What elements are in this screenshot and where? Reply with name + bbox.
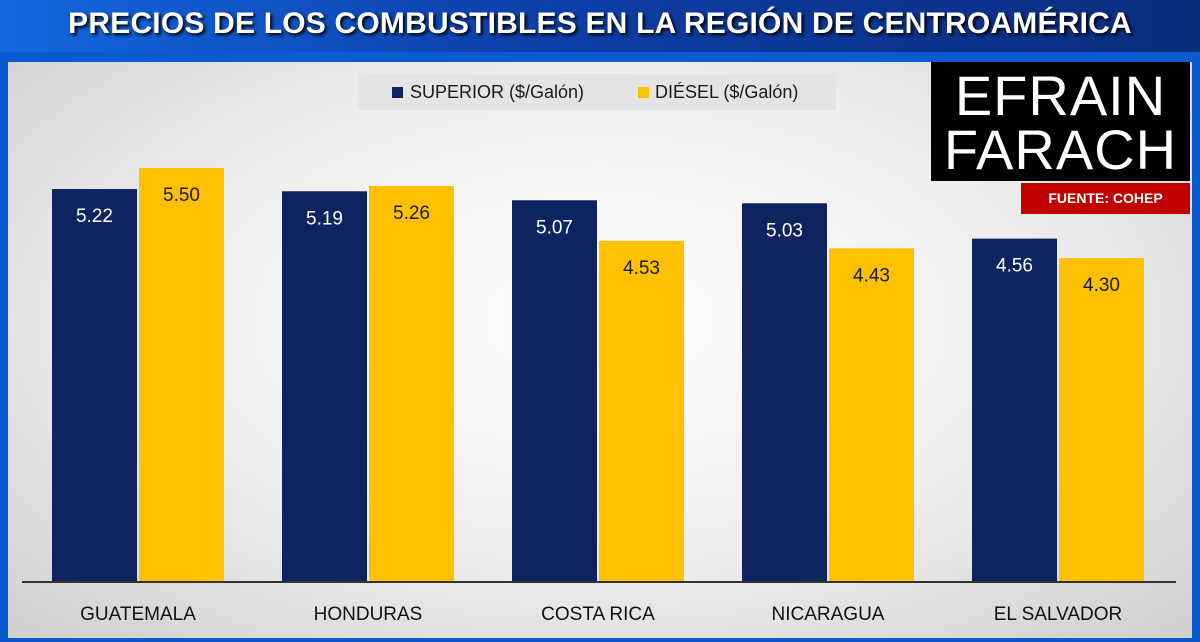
category-label-3: NICARAGUA [772,604,885,625]
bar-diesel-1 [369,186,454,581]
data-label-diesel-0: 5.50 [163,185,200,206]
category-label-4: EL SALVADOR [994,604,1122,625]
title-band [0,0,1200,52]
category-label-0: GUATEMALA [80,604,196,625]
legend-swatch-diesel [638,87,649,98]
source-badge: FUENTE: COHEP [1021,183,1190,214]
data-label-superior-2: 5.07 [536,217,573,238]
bar-superior-1 [282,191,367,581]
legend-label-diesel: DIÉSEL ($/Galón) [655,82,799,102]
bar-diesel-2 [599,240,684,581]
data-label-superior-4: 4.56 [996,256,1033,277]
data-label-superior-3: 5.03 [766,220,803,241]
bar-diesel-4 [1059,258,1144,581]
bar-superior-0 [52,189,137,581]
legend-swatch-superior [392,87,403,98]
legend-label-superior: SUPERIOR ($/Galón) [410,82,585,102]
bar-diesel-3 [829,248,914,581]
bar-superior-2 [512,200,597,581]
category-label-2: COSTA RICA [541,604,655,625]
bar-diesel-0 [139,168,224,581]
data-label-superior-0: 5.22 [76,206,113,227]
logo-line1: EFRAIN [954,64,1167,127]
data-label-diesel-2: 4.53 [623,258,660,279]
logo-line2: FARACH [943,118,1178,181]
bar-superior-3 [742,203,827,581]
data-label-diesel-3: 4.43 [853,265,890,286]
logo: EFRAIN FARACH [931,62,1190,181]
bar-superior-4 [972,238,1057,581]
data-label-superior-1: 5.19 [306,208,343,229]
category-label-1: HONDURAS [314,604,423,625]
data-label-diesel-1: 5.26 [393,203,430,224]
chart-title: PRECIOS DE LOS COMBUSTIBLES EN LA REGIÓN… [68,7,1132,40]
legend: SUPERIOR ($/Galón) DIÉSEL ($/Galón) [358,74,836,110]
data-label-diesel-4: 4.30 [1083,275,1120,296]
